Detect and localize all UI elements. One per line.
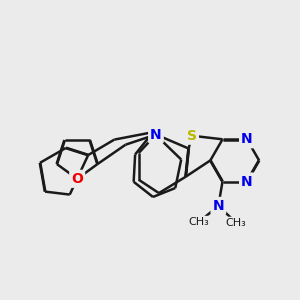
Text: N: N: [241, 132, 253, 146]
Text: CH₃: CH₃: [226, 218, 247, 228]
Text: N: N: [212, 199, 224, 213]
Text: O: O: [71, 172, 83, 186]
Text: N: N: [150, 128, 162, 142]
Text: N: N: [241, 175, 253, 188]
Text: CH₃: CH₃: [189, 217, 209, 227]
Text: S: S: [187, 129, 197, 143]
